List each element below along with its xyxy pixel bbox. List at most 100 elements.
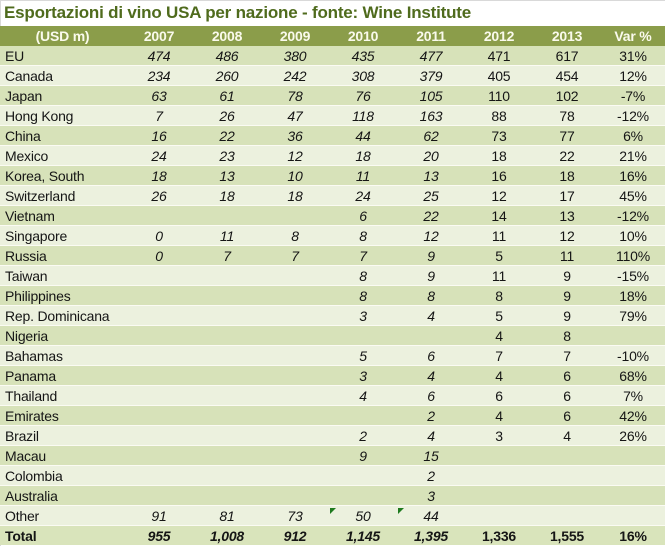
cell: 7 (465, 345, 533, 366)
cell: 21% (601, 145, 665, 166)
cell: 5 (465, 305, 533, 326)
cell: -12% (601, 205, 665, 226)
cell: 18 (533, 165, 601, 186)
cell: 10% (601, 225, 665, 246)
cell (261, 365, 329, 386)
cell: 78 (533, 105, 601, 126)
table-row: Philippines 8 8 8 9 18% (0, 285, 665, 306)
row-label: Colombia (0, 465, 125, 486)
cell (533, 465, 601, 486)
column-header-usd-m: (USD m) (0, 26, 125, 46)
cell (125, 465, 193, 486)
cell: 77 (533, 125, 601, 146)
cell: 23 (193, 145, 261, 166)
cell (125, 485, 193, 506)
cell: 9 (329, 445, 397, 466)
cell: 6 (397, 345, 465, 366)
cell (329, 465, 397, 486)
cell: 61 (193, 85, 261, 106)
cell: -7% (601, 85, 665, 106)
table-row: Bahamas 5 6 7 7 -10% (0, 345, 665, 366)
cell: 6 (533, 385, 601, 406)
cell (125, 305, 193, 326)
table-row: Singapore 0 11 8 8 12 11 12 10% (0, 225, 665, 246)
cell: 44 (329, 125, 397, 146)
cell (533, 505, 601, 526)
cell: 912 (283, 527, 307, 544)
cell (601, 325, 665, 346)
cell: 10 (261, 165, 329, 186)
cell: 63 (125, 85, 193, 106)
cell (125, 265, 193, 286)
cell: 12% (601, 65, 665, 86)
cell: 6 (533, 405, 601, 426)
cell: 2 (329, 425, 397, 446)
cell: 79% (601, 305, 665, 326)
cell: 379 (397, 65, 465, 86)
cell (261, 425, 329, 446)
cell: 242 (261, 65, 329, 86)
cell (193, 325, 261, 346)
cell: 260 (193, 65, 261, 86)
cell (125, 345, 193, 366)
cell: 88 (465, 105, 533, 126)
table-row: Colombia 2 (0, 465, 665, 486)
cell: 42% (601, 405, 665, 426)
cell: 2 (397, 405, 465, 426)
cell: 25 (397, 185, 465, 206)
row-label: Rep. Dominicana (0, 305, 125, 326)
cell: 12 (397, 225, 465, 246)
row-label: Hong Kong (0, 105, 125, 126)
cell (125, 445, 193, 466)
cell: 15 (397, 445, 465, 466)
table-row: Hong Kong 7 26 47 118 163 88 78 -12% (0, 105, 665, 126)
cell: 163 (397, 105, 465, 126)
cell: 486 (193, 46, 261, 66)
cell (261, 345, 329, 366)
table-row: Japan 63 61 78 76 105 110 102 -7% (0, 85, 665, 106)
table-row: Other 91 81 73 50 44 (0, 505, 665, 526)
cell: 4 (533, 425, 601, 446)
table-body: EU 474 486 380 435 477 471 617 31% Canada 234 260 24… (0, 46, 665, 545)
cell: 9 (397, 265, 465, 286)
cell: 20 (397, 145, 465, 166)
cell: 17 (533, 185, 601, 206)
row-label: Taiwan (0, 265, 125, 286)
cell: 68% (601, 365, 665, 386)
cell: 6 (465, 385, 533, 406)
cell: 405 (465, 65, 533, 86)
cell: 13 (193, 165, 261, 186)
cell: 26 (193, 105, 261, 126)
cell: 4 (465, 325, 533, 346)
cell: 3 (329, 365, 397, 386)
cell (329, 325, 397, 346)
cell: 7 (261, 245, 329, 266)
cell (193, 345, 261, 366)
cell (193, 485, 261, 506)
row-label: Korea, South (0, 165, 125, 186)
cell (125, 425, 193, 446)
cell-flag-icon (398, 508, 404, 514)
row-label: China (0, 125, 125, 146)
cell (329, 405, 397, 426)
row-label: Canada (0, 65, 125, 86)
cell (329, 485, 397, 506)
cell: 12 (533, 225, 601, 246)
column-header-2012: 2012 (465, 26, 533, 46)
column-header-2007: 2007 (125, 26, 193, 46)
table-row: Switzerland 26 18 18 24 25 12 17 45% (0, 185, 665, 206)
cell: 380 (261, 46, 329, 66)
wine-export-table: (USD m) 2007 2008 2009 2010 2011 2012 20… (0, 26, 665, 545)
cell: 18 (329, 145, 397, 166)
cell (261, 465, 329, 486)
row-label: Bahamas (0, 345, 125, 366)
cell (261, 265, 329, 286)
table-row: Mexico 24 23 12 18 20 18 22 21% (0, 145, 665, 166)
cell: 6 (397, 385, 465, 406)
cell: 8 (397, 285, 465, 306)
cell: 45% (601, 185, 665, 206)
header-row: (USD m) 2007 2008 2009 2010 2011 2012 20… (0, 26, 665, 46)
cell: 6 (329, 205, 397, 226)
row-label: Australia (0, 485, 125, 506)
cell (533, 445, 601, 466)
